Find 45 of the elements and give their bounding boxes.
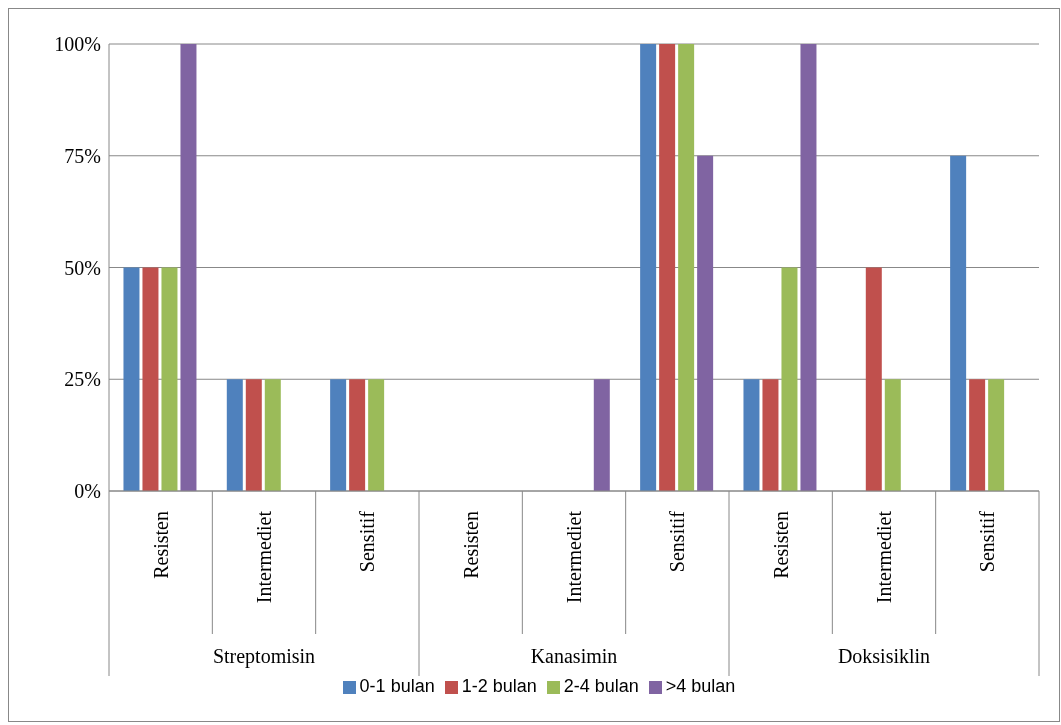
y-tick-label: 75%: [64, 144, 101, 167]
bar: [950, 155, 967, 491]
bar: [349, 379, 366, 491]
bar: [781, 267, 798, 491]
text: Streptomisin: [212, 645, 316, 668]
x-tick-label: Intermediet: [253, 510, 275, 604]
bar: [330, 379, 347, 491]
bar: [762, 379, 779, 491]
bar: [988, 379, 1005, 491]
bar: [368, 379, 385, 491]
bar: [969, 379, 986, 491]
bar: [161, 267, 178, 491]
legend-label: 2-4 bulan: [563, 676, 639, 696]
y-tick-label: 100%: [54, 33, 101, 56]
y-tick-label: 0%: [74, 480, 101, 503]
y-tick-label: 50%: [64, 256, 101, 279]
bar: [865, 267, 882, 491]
x-tick-label: Sensitif: [976, 510, 999, 573]
bar: [123, 267, 140, 491]
bar: [593, 379, 610, 491]
bar: [800, 44, 817, 491]
y-tick-label: 25%: [64, 368, 101, 391]
bar: [180, 44, 197, 491]
bar: [659, 44, 676, 491]
x-tick-label: Intermediet: [563, 510, 585, 604]
bar: [743, 379, 760, 491]
text: Kanasimin: [530, 645, 618, 667]
legend-label: 1-2 bulan: [461, 676, 537, 696]
x-tick-label: Sensitif: [356, 510, 379, 573]
bar: [226, 379, 243, 491]
legend-label: >4 bulan: [665, 676, 736, 696]
bar: [697, 155, 714, 491]
bar: [264, 379, 281, 491]
bar: [142, 267, 159, 491]
x-tick-label: Resisten: [769, 511, 792, 579]
x-tick-label: Resisten: [459, 511, 482, 579]
legend-label: 0-1 bulan: [359, 676, 435, 696]
bar: [640, 44, 657, 491]
x-tick-label: Sensitif: [666, 510, 689, 573]
x-tick-label: Resisten: [149, 511, 172, 579]
x-tick-label: Intermediet: [873, 510, 895, 604]
bar: [884, 379, 901, 491]
bar: [678, 44, 695, 491]
text: Doksisiklin: [837, 645, 931, 667]
bar: [245, 379, 262, 491]
